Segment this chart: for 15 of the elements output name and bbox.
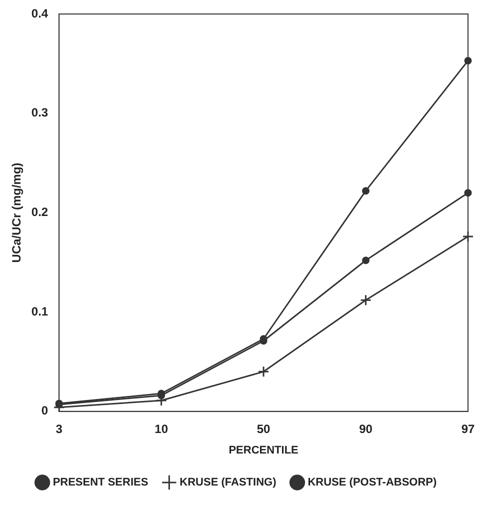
legend-label: PRESENT SERIES	[52, 476, 148, 489]
legend-label: KRUSE (POST-ABSORP)	[308, 476, 438, 489]
y-tick-label: 0.2	[31, 205, 48, 220]
y-tick-label: 0.3	[31, 106, 48, 120]
y-axis-title: UCa/UCr (mg/mg)	[10, 162, 24, 263]
y-tick-label: 0	[41, 404, 48, 418]
legend-label: KRUSE (FASTING)	[180, 476, 277, 489]
x-tick-label: 50	[256, 422, 271, 436]
x-tick-label: 90	[359, 422, 373, 436]
y-tick-label: 0.4	[31, 6, 48, 20]
x-tick-label: 3	[56, 422, 63, 436]
x-axis-title: PERCENTILE	[228, 444, 298, 456]
x-tick-label: 97	[461, 422, 475, 436]
x-tick-label: 10	[154, 422, 168, 436]
y-tick-label: 0.1	[31, 304, 48, 318]
